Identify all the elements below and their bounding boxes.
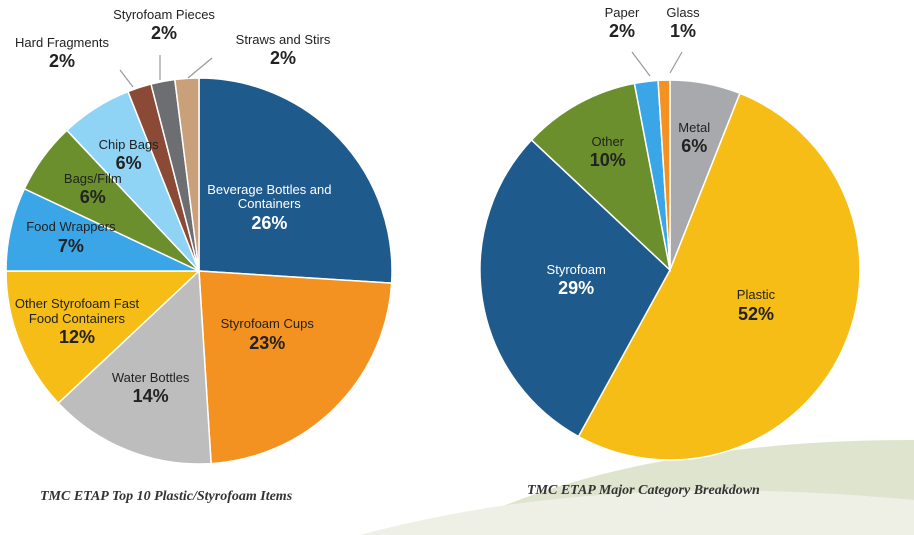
value-label: 52%	[681, 305, 831, 325]
slice-label: Styrofoam Cups 23%	[192, 317, 342, 353]
slice-label: Plastic 52%	[681, 288, 831, 324]
value-label: 2%	[0, 52, 137, 72]
category-label: Plastic	[681, 288, 831, 302]
category-label: Metal	[619, 121, 769, 135]
leader-line	[632, 52, 650, 76]
value-label: 12%	[2, 328, 152, 348]
category-label: Water Bottles	[76, 371, 226, 385]
pie-slice	[199, 271, 392, 464]
value-label: 2%	[208, 49, 358, 69]
value-label: 26%	[194, 214, 344, 234]
category-label: Styrofoam Cups	[192, 317, 342, 331]
chart-title: TMC ETAP Major Category Breakdown	[527, 483, 760, 499]
chart-title: TMC ETAP Top 10 Plastic/Styrofoam Items	[40, 489, 292, 505]
slice-label: Glass 1%	[608, 6, 758, 42]
value-label: 29%	[501, 279, 651, 299]
category-label: Other	[533, 135, 683, 149]
category-label: Styrofoam	[501, 263, 651, 277]
slice-label: Chip Bags 6%	[54, 138, 204, 174]
category-label: Straws and Stirs	[208, 33, 358, 47]
value-label: 23%	[192, 334, 342, 354]
value-label: 6%	[18, 188, 168, 208]
slice-label: Other 10%	[533, 135, 683, 171]
slice-label: Straws and Stirs 2%	[208, 33, 358, 69]
slice-label: Water Bottles 14%	[76, 371, 226, 407]
slice-label: Styrofoam 29%	[501, 263, 651, 299]
chart	[0, 0, 914, 535]
value-label: 6%	[54, 154, 204, 174]
category-label: Glass	[608, 6, 758, 20]
category-label: Styrofoam Pieces	[89, 8, 239, 22]
value-label: 1%	[608, 22, 758, 42]
value-label: 14%	[76, 387, 226, 407]
value-label: 7%	[0, 237, 146, 257]
category-label: Beverage Bottles and Containers	[194, 183, 344, 212]
leader-line	[120, 70, 133, 87]
slice-label: Food Wrappers 7%	[0, 220, 146, 256]
category-label: Chip Bags	[54, 138, 204, 152]
category-label: Other Styrofoam Fast Food Containers	[2, 297, 152, 326]
page: TMC ETAP Top 10 Plastic/Styrofoam Items …	[0, 0, 914, 535]
category-label: Food Wrappers	[0, 220, 146, 234]
value-label: 10%	[533, 151, 683, 171]
pie-slice	[199, 78, 392, 283]
leader-line	[670, 52, 682, 73]
